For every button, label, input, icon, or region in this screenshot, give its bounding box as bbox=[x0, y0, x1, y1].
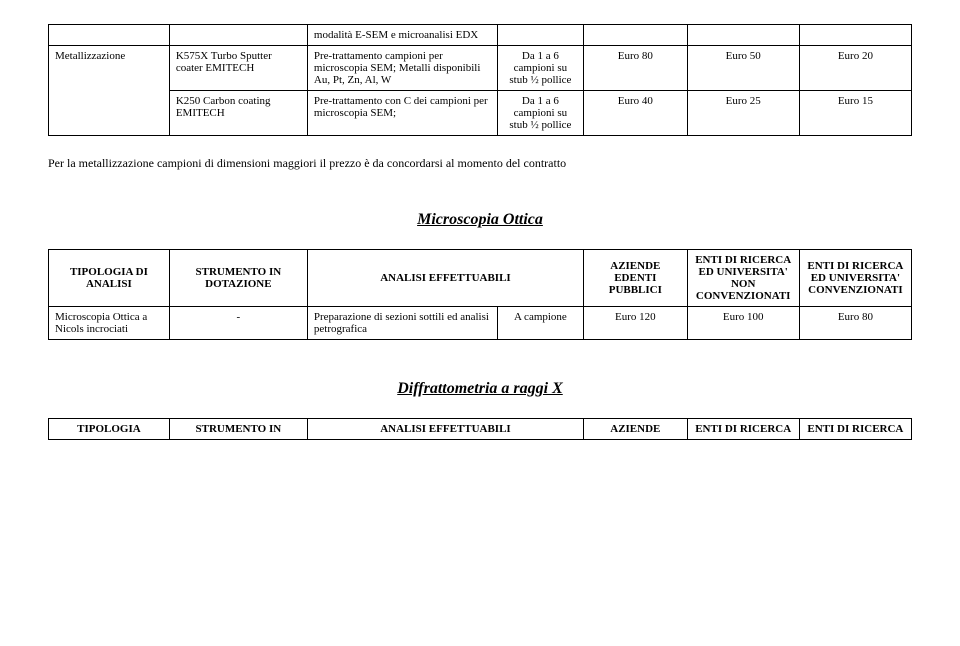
cell bbox=[584, 25, 688, 46]
cell bbox=[49, 25, 170, 46]
cell: Da 1 a 6 campioni su stub ½ pollice bbox=[497, 91, 583, 136]
col-header: ENTI DI RICERCA ED UNIVERSITA' NON CONVE… bbox=[687, 250, 799, 307]
cell bbox=[497, 25, 583, 46]
col-header: ENTI DI RICERCA bbox=[687, 419, 799, 440]
cell: Microscopia Ottica a Nicols incrociati bbox=[49, 307, 170, 340]
note-text: Per la metallizzazione campioni di dimen… bbox=[48, 156, 912, 171]
cell: Preparazione di sezioni sottili ed anali… bbox=[307, 307, 497, 340]
col-header: STRUMENTO IN bbox=[169, 419, 307, 440]
cell: Euro 40 bbox=[584, 91, 688, 136]
cell bbox=[799, 25, 911, 46]
cell bbox=[169, 25, 307, 46]
cell: Euro 120 bbox=[584, 307, 688, 340]
cell: K575X Turbo Sputter coater EMITECH bbox=[169, 46, 307, 91]
cell: Metallizzazione bbox=[49, 46, 170, 136]
cell: Euro 100 bbox=[687, 307, 799, 340]
table-row: Microscopia Ottica a Nicols incrociati -… bbox=[49, 307, 912, 340]
cell: Da 1 a 6 campioni su stub ½ pollice bbox=[497, 46, 583, 91]
col-header: ENTI DI RICERCA bbox=[799, 419, 911, 440]
table-row: K250 Carbon coating EMITECH Pre-trattame… bbox=[49, 91, 912, 136]
cell: Euro 15 bbox=[799, 91, 911, 136]
cell: Euro 50 bbox=[687, 46, 799, 91]
cell: Euro 25 bbox=[687, 91, 799, 136]
cell bbox=[687, 25, 799, 46]
col-header: AZIENDE EDENTI PUBBLICI bbox=[584, 250, 688, 307]
cell: Euro 20 bbox=[799, 46, 911, 91]
section-title-diffrattometria: Diffrattometria a raggi X bbox=[48, 380, 912, 398]
col-header: STRUMENTO IN DOTAZIONE bbox=[169, 250, 307, 307]
table-header-row: TIPOLOGIA DI ANALISI STRUMENTO IN DOTAZI… bbox=[49, 250, 912, 307]
table-diffrattometria: TIPOLOGIA STRUMENTO IN ANALISI EFFETTUAB… bbox=[48, 418, 912, 440]
section-title-ottica: Microscopia Ottica bbox=[48, 211, 912, 229]
cell: A campione bbox=[497, 307, 583, 340]
col-header: ENTI DI RICERCA ED UNIVERSITA' CONVENZIO… bbox=[799, 250, 911, 307]
table-header-row: TIPOLOGIA STRUMENTO IN ANALISI EFFETTUAB… bbox=[49, 419, 912, 440]
col-header: ANALISI EFFETTUABILI bbox=[307, 250, 583, 307]
cell: Euro 80 bbox=[799, 307, 911, 340]
cell: K250 Carbon coating EMITECH bbox=[169, 91, 307, 136]
cell: Euro 80 bbox=[584, 46, 688, 91]
cell: Pre-trattamento campioni per microscopia… bbox=[307, 46, 497, 91]
cell: modalità E-SEM e microanalisi EDX bbox=[307, 25, 497, 46]
col-header: TIPOLOGIA DI ANALISI bbox=[49, 250, 170, 307]
col-header: AZIENDE bbox=[584, 419, 688, 440]
table-metallizzazione: modalità E-SEM e microanalisi EDX Metall… bbox=[48, 24, 912, 136]
table-row: Metallizzazione K575X Turbo Sputter coat… bbox=[49, 46, 912, 91]
cell: Pre-trattamento con C dei campioni per m… bbox=[307, 91, 497, 136]
col-header: TIPOLOGIA bbox=[49, 419, 170, 440]
col-header: ANALISI EFFETTUABILI bbox=[307, 419, 583, 440]
table-row: modalità E-SEM e microanalisi EDX bbox=[49, 25, 912, 46]
table-ottica: TIPOLOGIA DI ANALISI STRUMENTO IN DOTAZI… bbox=[48, 249, 912, 340]
cell: - bbox=[169, 307, 307, 340]
